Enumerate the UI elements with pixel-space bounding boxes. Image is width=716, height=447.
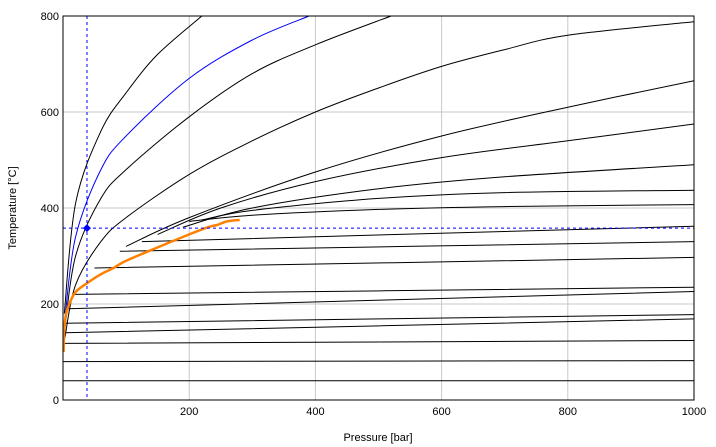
isoline [62, 340, 695, 344]
isoline [182, 164, 695, 228]
saturation-curve-group [62, 218, 240, 353]
isoline [94, 256, 695, 269]
isoline [63, 15, 203, 314]
x-tick-label: 200 [180, 406, 198, 418]
isoline [64, 21, 695, 338]
selected-point-marker[interactable] [82, 224, 91, 233]
isoline [67, 291, 695, 310]
tick-labels: 200 400 600 800 1000 0 200 400 600 800 [41, 11, 707, 418]
y-axis-label: Temperature [°C] [7, 166, 19, 249]
plot-border [62, 15, 695, 401]
crosshair [63, 16, 694, 400]
y-tick-label: 400 [41, 203, 59, 215]
x-tick-label: 600 [432, 406, 450, 418]
plot-frame [62, 15, 695, 401]
x-axis-label: Pressure [bar] [343, 432, 412, 444]
x-tick-label: 1000 [682, 406, 706, 418]
isoline [201, 189, 695, 221]
y-tick-label: 200 [41, 299, 59, 311]
isoline [64, 318, 695, 334]
highlighted-isoline [64, 15, 310, 319]
x-tick-label: 400 [306, 406, 324, 418]
y-tick-label: 800 [41, 11, 59, 23]
isoline [157, 123, 695, 235]
isoline [125, 80, 695, 247]
x-tick-label: 0 [53, 395, 59, 407]
saturation-curve [62, 218, 240, 353]
x-tick-label: 800 [559, 406, 577, 418]
isoline [73, 286, 695, 295]
isoline [119, 241, 695, 252]
isoline [189, 204, 695, 222]
isoline [64, 15, 392, 329]
isoline [64, 314, 695, 324]
isoline [62, 360, 695, 363]
y-tick-label: 600 [41, 107, 59, 119]
